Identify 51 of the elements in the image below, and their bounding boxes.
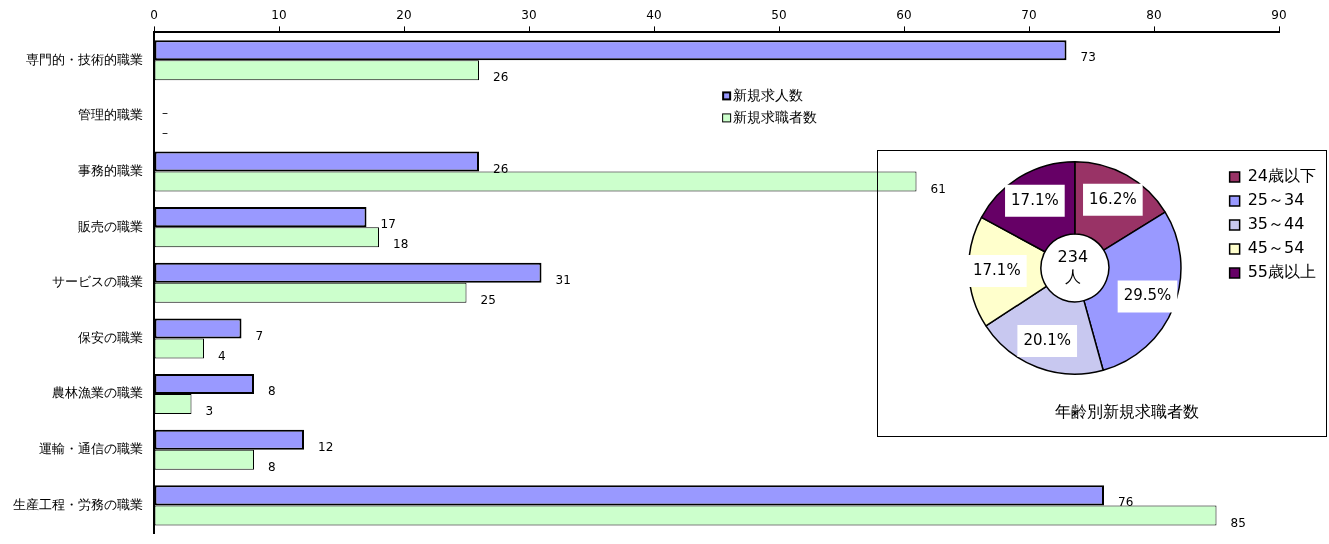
- y-tick-label: 運輸・通信の職業: [39, 441, 143, 457]
- data-label: 8: [268, 459, 276, 474]
- annotation: 234 人: [1057, 247, 1089, 287]
- x-tick-label: 80: [1146, 8, 1162, 23]
- data-label: 25: [480, 292, 496, 307]
- data-label: 26: [493, 70, 509, 85]
- x-tick-label: 90: [1271, 8, 1287, 23]
- data-label: 76: [1118, 495, 1134, 510]
- text: 年齢別新規求職者数: [1055, 401, 1199, 421]
- legend-label: 24歳以下: [1247, 166, 1316, 186]
- y-tick-label: 農林漁業の職業: [52, 385, 143, 401]
- legend-label: 新規求人数: [733, 87, 804, 104]
- x-tick-label: 70: [1021, 8, 1037, 23]
- y-tick-label: サービスの職業: [52, 274, 143, 290]
- x-tick-label: 0: [150, 8, 158, 23]
- x-tick-label: 60: [896, 8, 912, 23]
- y-tick-label: 生産工程・労務の職業: [13, 496, 143, 512]
- data-label: 12: [318, 439, 334, 454]
- x-tick-label: 30: [521, 8, 537, 23]
- y-tick-label: 保安の職業: [78, 329, 143, 345]
- data-label: 61: [930, 181, 946, 196]
- data-label: 29.5%: [1123, 286, 1172, 305]
- y-tick-label: 管理的職業: [78, 107, 143, 123]
- legend-label: 新規求職者数: [733, 109, 818, 126]
- x-tick-label: 50: [771, 8, 787, 23]
- data-label: 17: [380, 217, 396, 232]
- data-label: 16.2%: [1089, 189, 1137, 208]
- data-label: 73: [1080, 50, 1096, 65]
- data-label: 18: [393, 237, 409, 252]
- y-tick-label: 事務的職業: [78, 162, 143, 178]
- data-label: 17.1%: [973, 260, 1021, 279]
- data-label: 31: [555, 272, 571, 287]
- data-label: 17.1%: [1011, 190, 1059, 209]
- text: –: [162, 105, 168, 120]
- x-tick-label: 40: [646, 8, 662, 23]
- text: –: [162, 126, 168, 141]
- x-tick-label: 10: [271, 8, 287, 23]
- x-tick-label: 20: [396, 8, 412, 23]
- data-label: 4: [218, 348, 226, 363]
- legend-label: 45～54: [1247, 238, 1305, 258]
- data-label: 7: [255, 328, 264, 343]
- data-label: 8: [268, 384, 276, 399]
- data-label: 26: [493, 161, 509, 176]
- legend-label: 35～44: [1247, 214, 1305, 234]
- data-label: 85: [1230, 515, 1246, 530]
- legend-label: 55歳以上: [1247, 262, 1316, 282]
- data-label: 20.1%: [1023, 330, 1072, 349]
- legend-label: 25～34: [1247, 190, 1305, 210]
- y-tick-label: 販売の職業: [78, 218, 143, 234]
- data-label: 3: [205, 404, 214, 419]
- y-tick-label: 専門的・技術的職業: [26, 51, 143, 67]
